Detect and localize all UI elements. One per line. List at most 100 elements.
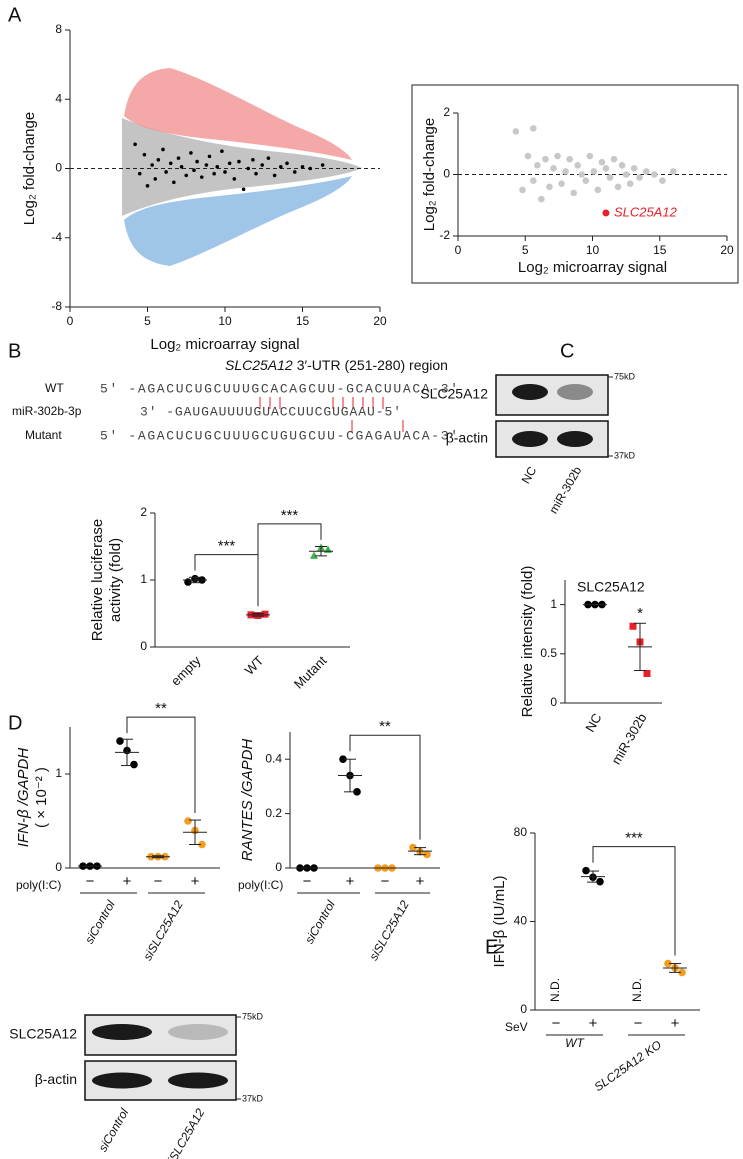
point [678,968,686,977]
point [137,171,142,176]
significance-bracket [126,716,196,813]
x-tick-label: 20 [373,314,387,328]
category-label: − [303,873,312,890]
point [636,174,643,181]
point [199,175,204,179]
point [142,152,147,157]
significance-bracket [257,523,322,607]
y-tick-label: 0.2 [265,806,282,820]
lane-label: miR-302b [546,464,584,516]
category-label: + [416,873,425,890]
category-label: Mutant [291,653,330,692]
point [179,164,184,169]
y-tick-label: 4 [55,91,62,105]
blot-band [557,431,593,447]
significance-label: ** [379,718,391,735]
blot-band [168,1072,228,1089]
inset-frame [411,84,739,284]
marker-label: 75kD [242,1011,264,1021]
y-tick-label: 0 [140,639,147,653]
pairing-bars [259,397,404,432]
point [237,159,241,164]
blot-band [512,384,548,400]
y-tick-label: 0 [550,695,557,709]
category-label: − [86,873,95,890]
point [184,173,189,178]
point [669,168,677,175]
point [192,168,196,173]
point [570,189,577,197]
point [524,152,532,160]
point [602,165,610,172]
point [594,186,602,194]
point [610,155,618,163]
y-tick-label: 80 [514,825,528,839]
y-tick-label: -8 [51,299,62,313]
group-label: siSLC25A12 [366,898,412,963]
point [232,177,237,181]
panel-label: D [8,712,22,734]
y-tick-label: 0 [55,161,62,175]
point [227,161,232,166]
y-tick-label: 1 [55,766,62,780]
point [310,551,318,559]
point [292,170,297,174]
y-axis-label: Relative intensity (fold) [519,566,536,718]
blot-band [92,1072,152,1089]
point [550,165,557,172]
point [598,158,606,166]
point [574,161,582,169]
down-cloud [124,176,352,266]
x-tick-label: 10 [586,243,600,257]
y-tick-label: 1 [140,572,147,586]
point [512,128,520,135]
point [164,170,168,174]
category-label: + [671,1015,680,1032]
point [578,171,586,178]
y-tick-label: 2 [443,105,450,119]
blot-row-label: SLC25A12 [420,386,488,402]
point [423,850,431,859]
point [320,163,325,167]
y-tick-label: 0 [275,860,282,874]
point [643,669,651,677]
y-axis-label: ( × 10⁻² ) [33,767,50,828]
lane-label: NC [519,464,540,486]
sequence-text: 3′ -GAUGAUUUUGUACCUUCGUGAAU-5′ [140,404,401,419]
y-tick-label: 1 [550,597,557,611]
point [156,158,161,162]
point [586,152,594,160]
lane-label: siSLC25A12 [162,1106,208,1159]
y-tick-label: -4 [51,230,62,244]
point [566,155,573,163]
point [241,187,246,192]
group-label: siControl [302,898,338,946]
group-label: siSLC25A12 [140,898,186,963]
point [530,125,537,132]
point [266,156,271,160]
point [629,622,637,630]
category-label: + [123,873,132,890]
y-axis-label: Log₂ fold-change [421,118,438,231]
point [664,959,672,968]
marker-label: 37kD [614,450,636,460]
category-label: − [154,873,163,890]
y-axis-label: IFN-β /GAPDH [15,748,32,848]
panel-label: A [8,4,22,26]
point [195,159,199,164]
point [176,156,181,160]
category-label: − [552,1015,561,1032]
blot-band [92,1024,152,1040]
point [538,195,545,203]
point [198,840,206,849]
significance-label: *** [625,830,643,847]
point [353,788,361,796]
y-tick-label: 2 [140,505,147,519]
point [285,161,289,166]
significance-label: ** [155,700,167,717]
category-label: miR-302b [608,711,649,767]
category-label: + [191,873,200,890]
annotation: * [637,605,643,622]
y-tick-label: 0.4 [265,751,282,765]
point [300,164,305,169]
